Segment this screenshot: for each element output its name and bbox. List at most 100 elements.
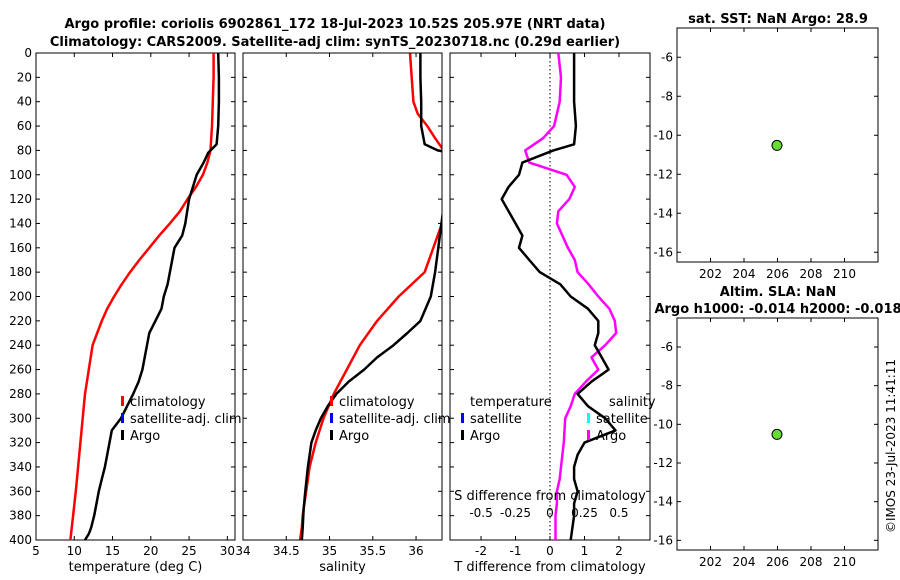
x-tick-label: 0 [546, 544, 554, 558]
argo-location-marker [771, 139, 783, 151]
salinity-plot-area [298, 53, 442, 540]
legend-title-temperature: temperature [470, 395, 552, 410]
y-tick-label: 280 [9, 387, 32, 401]
y-tick-label: -12 [653, 456, 673, 470]
x-tick-label: 2 [615, 544, 623, 558]
y-tick-label: 120 [9, 192, 32, 206]
legend-label: Argo [339, 429, 369, 444]
x-axis-label: salinity [319, 560, 366, 575]
x-tick-label: 20 [143, 544, 158, 558]
difference-panel: -2 -1 0 1 2 -0.5 -0.25 0 0.25 0.5 S difference fro… [449, 52, 656, 575]
x-tick-label: 35.5 [359, 544, 386, 558]
map-subtitle: Argo h1000: -0.014 h2000: -0.018 [654, 302, 900, 317]
series-line-t-diff-argo- [500, 53, 617, 541]
x-tick-label: 204 [733, 555, 756, 569]
legend-swatch [330, 396, 333, 406]
axes-frame [242, 52, 443, 541]
x-tick-label: 35 [322, 544, 337, 558]
x-tick-label: 34 [235, 544, 250, 558]
legend-swatch [121, 396, 124, 406]
x-tick-label: 202 [699, 555, 722, 569]
map-title: Altim. SLA: NaN [720, 285, 836, 300]
y-tick-label: 360 [9, 484, 32, 498]
y-tick-label: -16 [653, 245, 673, 259]
legend-label: Argo [470, 429, 500, 444]
x-tick-label: 210 [833, 267, 856, 281]
legend-swatch [121, 413, 124, 423]
y-tick-label: -10 [653, 417, 673, 431]
y-tick-label: -10 [653, 128, 673, 142]
y-tick-label: 220 [9, 314, 32, 328]
y-tick-label: -12 [653, 167, 673, 181]
legend-swatch [461, 413, 464, 423]
x-tick-label: 204 [733, 267, 756, 281]
x-tick-label: -1 [510, 544, 522, 558]
y-tick-label: -8 [661, 89, 673, 103]
x-tick-label: 208 [800, 267, 823, 281]
x-tick-label: 30 [220, 544, 235, 558]
argo-location-marker [771, 428, 783, 440]
x-tick-label: 10 [67, 544, 82, 558]
x-tick-label: -2 [475, 544, 487, 558]
y-tick-label: -14 [653, 206, 673, 220]
y-tick-label: 380 [9, 509, 32, 523]
legend-swatch [587, 430, 590, 440]
sst-map-panel: 202 204 206 208 210 -6 -8 -10 -12 -14 -16 sat. SST:… [653, 12, 879, 281]
x-tick-label: 36 [408, 544, 423, 558]
legend-label: satellite-adj. clim [130, 412, 242, 427]
y-tick-label: 60 [17, 119, 32, 133]
legend-label: satellite [470, 412, 522, 427]
series-line-climatology [298, 53, 442, 540]
y-tick-label: 320 [9, 436, 32, 450]
legend-swatch [461, 430, 464, 440]
legend-label: climatology [130, 395, 206, 410]
legend-swatch [330, 430, 333, 440]
title-line-1: Argo profile: coriolis 6902861_172 18-Ju… [65, 17, 606, 32]
temperature-panel: 0 20 40 60 80 100 120 140 160 180 200 220 240 260 280 3… [9, 46, 242, 575]
legend-swatch [121, 430, 124, 440]
s-tick-label: -0.25 [500, 506, 531, 520]
s-tick-label: 0 [546, 506, 554, 520]
x-tick-label: 25 [181, 544, 196, 558]
legend-label: Argo [130, 429, 160, 444]
x-tick-label: 1 [581, 544, 589, 558]
y-tick-label: 180 [9, 265, 32, 279]
series-line-s-diff-argo- [523, 52, 618, 540]
x-tick-label: 15 [105, 544, 120, 558]
y-tick-label: -6 [661, 340, 673, 354]
title-line-2: Climatology: CARS2009. Satellite-adj cli… [50, 35, 620, 50]
x-tick-label: 208 [800, 555, 823, 569]
y-tick-label: 40 [17, 95, 32, 109]
x-axis-label: temperature (deg C) [69, 560, 203, 575]
y-tick-label: 340 [9, 460, 32, 474]
y-tick-label: 20 [17, 70, 32, 84]
y-tick-label: 240 [9, 338, 32, 352]
legend-label: climatology [339, 395, 415, 410]
legend-swatch [587, 413, 590, 423]
legend-label: satellite-adj. clim [339, 412, 451, 427]
y-tick-label: 260 [9, 363, 32, 377]
x-tick-label: 206 [766, 267, 789, 281]
y-tick-label: 200 [9, 290, 32, 304]
s-tick-label: 0.5 [609, 506, 628, 520]
x-tick-label: 5 [32, 544, 40, 558]
s-axis-label: S difference from climatology [454, 489, 646, 504]
y-tick-label: 80 [17, 143, 32, 157]
s-tick-label: 0.25 [571, 506, 598, 520]
y-tick-label: 140 [9, 216, 32, 230]
legend-swatch [330, 413, 333, 423]
y-tick-label: 300 [9, 411, 32, 425]
y-tick-label: 400 [9, 533, 32, 547]
y-tick-label: -6 [661, 50, 673, 64]
x-tick-label: 202 [699, 267, 722, 281]
map-title: sat. SST: NaN Argo: 28.9 [688, 12, 868, 27]
s-tick-label: -0.5 [469, 506, 492, 520]
legend-label: satellite [596, 412, 648, 427]
x-tick-label: 34.5 [273, 544, 300, 558]
series-line-argo [83, 52, 221, 541]
y-tick-label: 160 [9, 241, 32, 255]
y-tick-label: -16 [653, 533, 673, 547]
y-tick-label: -8 [661, 379, 673, 393]
y-tick-label: 100 [9, 168, 32, 182]
